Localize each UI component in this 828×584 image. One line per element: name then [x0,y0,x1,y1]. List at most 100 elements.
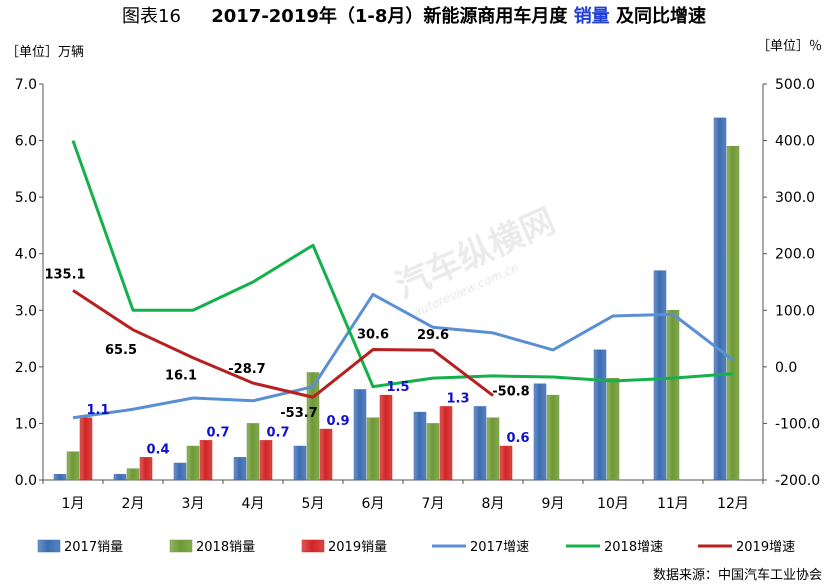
right-tick-label: 500.0 [775,77,815,93]
right-tick-label: 100.0 [775,303,815,319]
legend-label: 2017销量 [64,540,123,555]
bar-data-label: 0.7 [206,425,229,440]
right-tick-label: -200.0 [775,473,820,489]
right-tick-label: 200.0 [775,247,815,263]
left-tick-label: 2.0 [15,360,37,376]
chart-title-main-a: 2017-2019年（1-8月）新能源商用车月度 [211,5,568,27]
bar-2018销量 [666,310,680,481]
bar-2019销量 [259,440,273,481]
x-tick-label: 6月 [362,496,385,512]
bars [53,117,740,481]
bar-data-label: 0.4 [146,442,169,457]
bar-2019销量 [79,417,93,481]
left-tick-label: 4.0 [15,247,37,263]
bar-data-label: 0.9 [326,414,349,429]
legend: 2017销量 2018销量 2019销量 2017增速 2018增速 2019增速 [37,539,795,555]
bar-2017销量 [713,117,727,481]
right-tick-label: 0.0 [775,360,797,376]
bar-2017销量 [353,389,367,481]
line-data-label: 30.6 [357,328,389,343]
left-tick-label: 7.0 [15,77,37,93]
left-tick-label: 1.0 [15,416,37,432]
data-labels: 1.1 0.4 0.7 0.7 0.9 1.5 1.3 0.6 135.1 65.5 16.1 -28… [44,267,529,457]
source-note: 数据来源：中国汽车工业协会 [653,567,822,583]
bar-data-label: 1.5 [386,380,409,395]
x-tick-label: 11月 [657,496,689,512]
x-tick-label: 2月 [122,496,145,512]
bar-data-label: 1.1 [86,403,109,418]
bar-2018销量 [726,145,740,481]
chart-title-highlight: 销量 [574,5,610,27]
line-data-label: -53.7 [280,406,317,421]
left-axis-unit: ［单位］万辆 [6,45,84,60]
bar-2017销量 [173,462,187,481]
bar-2019销量 [439,406,453,481]
bar-2017销量 [293,445,307,481]
bar-2017销量 [653,270,667,481]
legend-swatch [169,539,193,553]
bar-2018销量 [246,423,260,481]
right-tick-label: -100.0 [775,416,820,432]
left-tick-label: 6.0 [15,134,37,150]
chart-title-prefix: 图表16 [122,6,181,27]
bar-2018销量 [306,372,320,481]
line-data-label: 135.1 [44,267,85,282]
bar-2017销量 [233,457,247,481]
x-tick-label: 8月 [482,496,505,512]
right-tick-label: 400.0 [775,134,815,150]
bar-data-label: 1.3 [446,391,469,406]
line-data-label: -50.8 [492,385,529,400]
x-tick-label: 9月 [542,496,565,512]
legend-label: 2019增速 [736,540,795,555]
left-tick-label: 3.0 [15,303,37,319]
bar-2017销量 [533,383,547,481]
watermark: 汽车纵横网 autoreview.com.cn [390,201,562,319]
line-data-label: 16.1 [165,369,197,384]
x-tick-label: 1月 [62,496,85,512]
line-data-label: 65.5 [105,343,137,358]
bar-2019销量 [319,428,333,481]
bar-2018销量 [126,468,140,481]
chart-title-main-b: 及同比增速 [616,5,706,27]
bar-2017销量 [473,406,487,481]
line-2019增速 [72,289,494,399]
bar-data-label: 0.6 [506,431,529,446]
axes: 0.0 1.0 2.0 3.0 4.0 5.0 6.0 7.0 -200.0 -100.0 0.0 1… [15,77,820,512]
x-tick-label: 7月 [422,496,445,512]
right-axis-unit: ［单位］％ [757,39,822,54]
legend-label: 2018增速 [604,540,663,555]
bar-2018销量 [66,451,80,481]
legend-label: 2017增速 [470,540,529,555]
bar-2018销量 [186,445,200,481]
line-2018增速 [71,140,734,389]
x-tick-label: 10月 [597,496,629,512]
bar-2018销量 [426,423,440,481]
bar-2019销量 [139,457,153,481]
legend-swatch [37,539,61,553]
line-2017增速 [72,292,734,420]
line-data-label: -28.7 [228,362,265,377]
x-tick-label: 3月 [182,496,205,512]
bar-2018销量 [366,417,380,481]
bar-2019销量 [199,440,213,481]
lines [71,140,734,420]
x-tick-label: 5月 [302,496,325,512]
bar-2019销量 [379,394,393,481]
bar-2018销量 [546,394,560,481]
bar-2017销量 [53,474,67,481]
legend-label: 2018销量 [196,540,255,555]
left-tick-label: 0.0 [15,473,37,489]
bar-data-label: 0.7 [266,425,289,440]
right-tick-label: 300.0 [775,190,815,206]
bar-2017销量 [593,349,607,481]
x-tick-label: 4月 [242,496,265,512]
bar-2017销量 [113,474,127,481]
legend-swatch [301,539,325,553]
left-tick-label: 5.0 [15,190,37,206]
bar-2018销量 [486,417,500,481]
legend-label: 2019销量 [328,540,387,555]
bar-2018销量 [606,377,620,481]
bar-2019销量 [499,445,513,481]
line-data-label: 29.6 [417,328,449,343]
